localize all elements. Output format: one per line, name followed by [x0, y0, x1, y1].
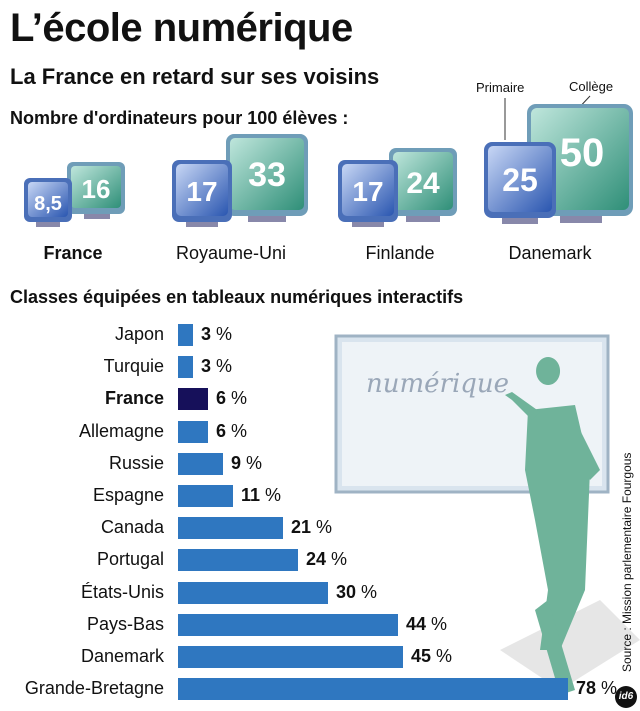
value-college-finlande: 24 — [406, 167, 440, 200]
country-label-france: France — [43, 243, 103, 263]
bar-label-japon: Japon — [114, 324, 164, 344]
bar-label-portugal: Portugal — [96, 549, 164, 570]
bar-japon — [178, 324, 193, 346]
monitor-primaire-finlande — [338, 160, 398, 227]
country-label-danemark: Danemark — [508, 243, 592, 263]
bar-russie — [178, 452, 223, 475]
bar-turquie — [178, 356, 193, 379]
value-college-royaume-uni: 33 — [248, 156, 286, 194]
monitor-college-royaume-uni — [226, 134, 308, 222]
monitor-college-finlande — [389, 148, 457, 222]
id6-logo: id6 — [615, 686, 637, 708]
value-primaire-finlande: 17 — [352, 176, 383, 207]
bar-value-pays-bas: 44 % — [406, 613, 448, 634]
bar-danemark — [178, 646, 403, 668]
chart-title: Classes équipées en tableaux numériques … — [10, 287, 464, 307]
bar-label-russie: Russie — [108, 452, 164, 473]
bar-grande-bretagne — [178, 678, 568, 701]
monitor-primaire-danemark — [484, 142, 556, 224]
value-primaire-royaume-uni: 17 — [186, 176, 217, 207]
page-title: L’école numérique — [10, 6, 353, 50]
source-note: Source : Mission parlementaire Fourgous — [620, 452, 634, 672]
value-college-danemark: 50 — [560, 131, 605, 175]
value-primaire-france: 8,5 — [34, 193, 62, 215]
bar-pays-bas — [178, 613, 398, 636]
bar-label-etats-unis: États-Unis — [80, 581, 164, 602]
computers-heading: Nombre d'ordinateurs pour 100 élèves : — [10, 108, 349, 128]
bar-espagne — [178, 485, 233, 507]
bar-portugal — [178, 549, 298, 572]
monitor-college-france — [67, 162, 125, 219]
monitor-primaire-france — [24, 178, 72, 227]
bar-value-espagne: 11 % — [241, 485, 282, 505]
country-label-finlande: Finlande — [365, 243, 435, 263]
bar-value-etats-unis: 30 % — [336, 581, 378, 602]
monitor-primaire-royaume-uni — [172, 160, 232, 227]
bar-canada — [178, 517, 283, 540]
bar-value-grande-bretagne: 78 % — [576, 678, 618, 699]
bar-value-portugal: 24 % — [306, 549, 348, 570]
bar-label-grande-bretagne: Grande-Bretagne — [24, 678, 164, 699]
bar-france — [178, 388, 208, 411]
bar-value-allemagne: 6 % — [216, 420, 248, 441]
bar-value-danemark: 45 % — [411, 646, 453, 666]
bar-etats-unis — [178, 581, 328, 604]
bar-value-france: 6 % — [216, 388, 248, 409]
whiteboard-illustration: numérique — [334, 334, 640, 695]
value-college-france: 16 — [82, 174, 111, 204]
bar-label-turquie: Turquie — [103, 356, 164, 377]
bar-label-pays-bas: Pays-Bas — [86, 613, 164, 634]
legend-secondary: Collège — [569, 79, 614, 94]
bar-label-danemark: Danemark — [80, 646, 164, 666]
bar-label-france: France — [104, 388, 164, 409]
bar-value-japon: 3 % — [201, 324, 233, 344]
bar-value-turquie: 3 % — [201, 356, 233, 377]
country-label-royaume-uni: Royaume-Uni — [175, 243, 287, 263]
legend-primary: Primaire — [476, 80, 525, 95]
whiteboard-text: numérique — [366, 369, 509, 399]
bar-label-espagne: Espagne — [92, 485, 164, 505]
bar-allemagne — [178, 420, 208, 443]
bar-value-canada: 21 % — [291, 517, 333, 538]
value-primaire-danemark: 25 — [502, 162, 538, 198]
bar-label-canada: Canada — [100, 517, 164, 538]
bar-label-allemagne: Allemagne — [78, 420, 164, 441]
page-subtitle: La France en retard sur ses voisins — [10, 64, 380, 89]
bar-value-russie: 9 % — [231, 452, 263, 473]
